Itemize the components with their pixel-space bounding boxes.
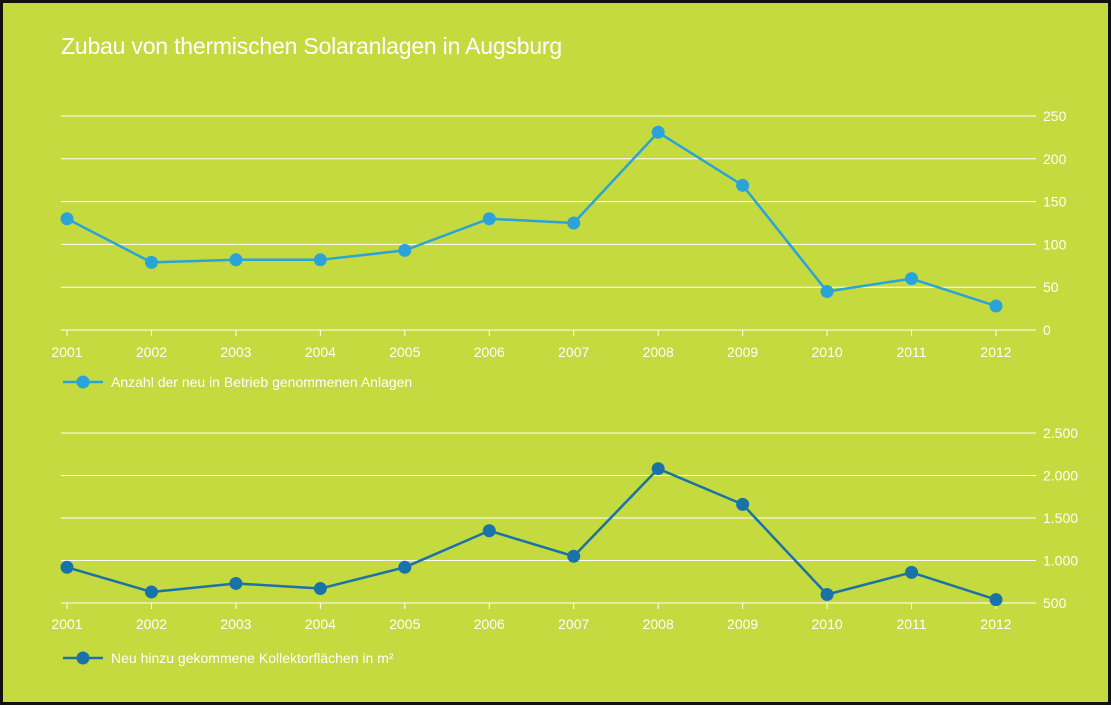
y-tick-label: 2.500 [1043,425,1078,441]
data-point [989,299,1003,313]
data-point [313,582,327,596]
chart-panel-2: 500 1.000 1.500 2.000 2.500 2001 2002 2003 2004 2… [51,425,1078,666]
x-tick-label: 2003 [220,616,251,632]
x-tick-label: 2012 [980,344,1011,360]
data-point [651,462,665,476]
x-tick-label: 2008 [643,344,674,360]
data-point [482,524,496,538]
chart-panel-1: 0 50 100 150 200 250 2001 2002 2003 2004 2005 2006 2… [51,108,1066,390]
x-tick-label: 2011 [896,616,926,632]
data-point [482,212,496,226]
data-point [144,255,158,269]
x-tick-label: 2001 [51,344,82,360]
x-tick-label: 2010 [812,616,843,632]
x-tick-label: 2004 [305,616,336,632]
y-tick-label: 100 [1043,236,1067,252]
x-tick-label: 2007 [558,344,589,360]
x-tick-label: 2009 [727,616,758,632]
legend-label: Neu hinzu gekommene Kollektorflächen in … [111,650,394,666]
legend-marker [76,651,90,665]
data-point [651,125,665,139]
x-tick-label: 2012 [980,616,1011,632]
x-tick-label: 2004 [305,344,336,360]
data-point [820,588,834,601]
y-tick-label: 200 [1043,151,1067,167]
x-tick-label: 2009 [727,344,758,360]
x-tick-label: 2002 [136,616,167,632]
data-point [60,212,74,226]
x-tick-label: 2003 [220,344,251,360]
data-point [567,549,581,563]
x-tick-label: 2001 [51,616,82,632]
x-tick-label: 2006 [474,616,505,632]
y-tick-label: 1.500 [1043,510,1078,526]
chart-canvas: 0 50 100 150 200 250 2001 2002 2003 2004 2005 2006 2… [51,108,1078,666]
series-line [66,467,997,601]
data-point [398,560,412,574]
legend-marker [76,375,90,389]
data-point [736,178,750,192]
data-point [905,565,919,579]
data-point [736,497,750,511]
x-tick-label: 2011 [896,344,926,360]
y-tick-label: 50 [1043,279,1059,295]
data-point [144,585,158,599]
data-point [567,216,581,230]
data-point [60,560,74,574]
y-tick-label: 2.000 [1043,468,1078,484]
y-tick-label: 250 [1043,108,1067,124]
data-point [229,253,243,267]
y-tick-label: 150 [1043,194,1067,210]
data-point [905,272,919,286]
series-line [66,131,997,308]
x-tick-label: 2002 [136,344,167,360]
x-tick-label: 2006 [474,344,505,360]
data-point [398,243,412,257]
data-point [229,576,243,590]
y-tick-label: 0 [1043,322,1051,338]
x-tick-label: 2005 [389,616,420,632]
data-point [989,593,1003,607]
x-tick-label: 2005 [389,344,420,360]
y-tick-label: 500 [1043,595,1067,611]
legend-label: Anzahl der neu in Betrieb genommenen Anl… [111,374,412,390]
y-tick-label: 1.000 [1043,553,1078,569]
x-tick-label: 2010 [812,344,843,360]
chart-title: Zubau von thermischen Solaranlagen in Au… [61,33,562,59]
x-tick-label: 2008 [643,616,674,632]
data-point [313,253,327,267]
data-point [820,284,834,298]
x-tick-label: 2007 [558,616,589,632]
